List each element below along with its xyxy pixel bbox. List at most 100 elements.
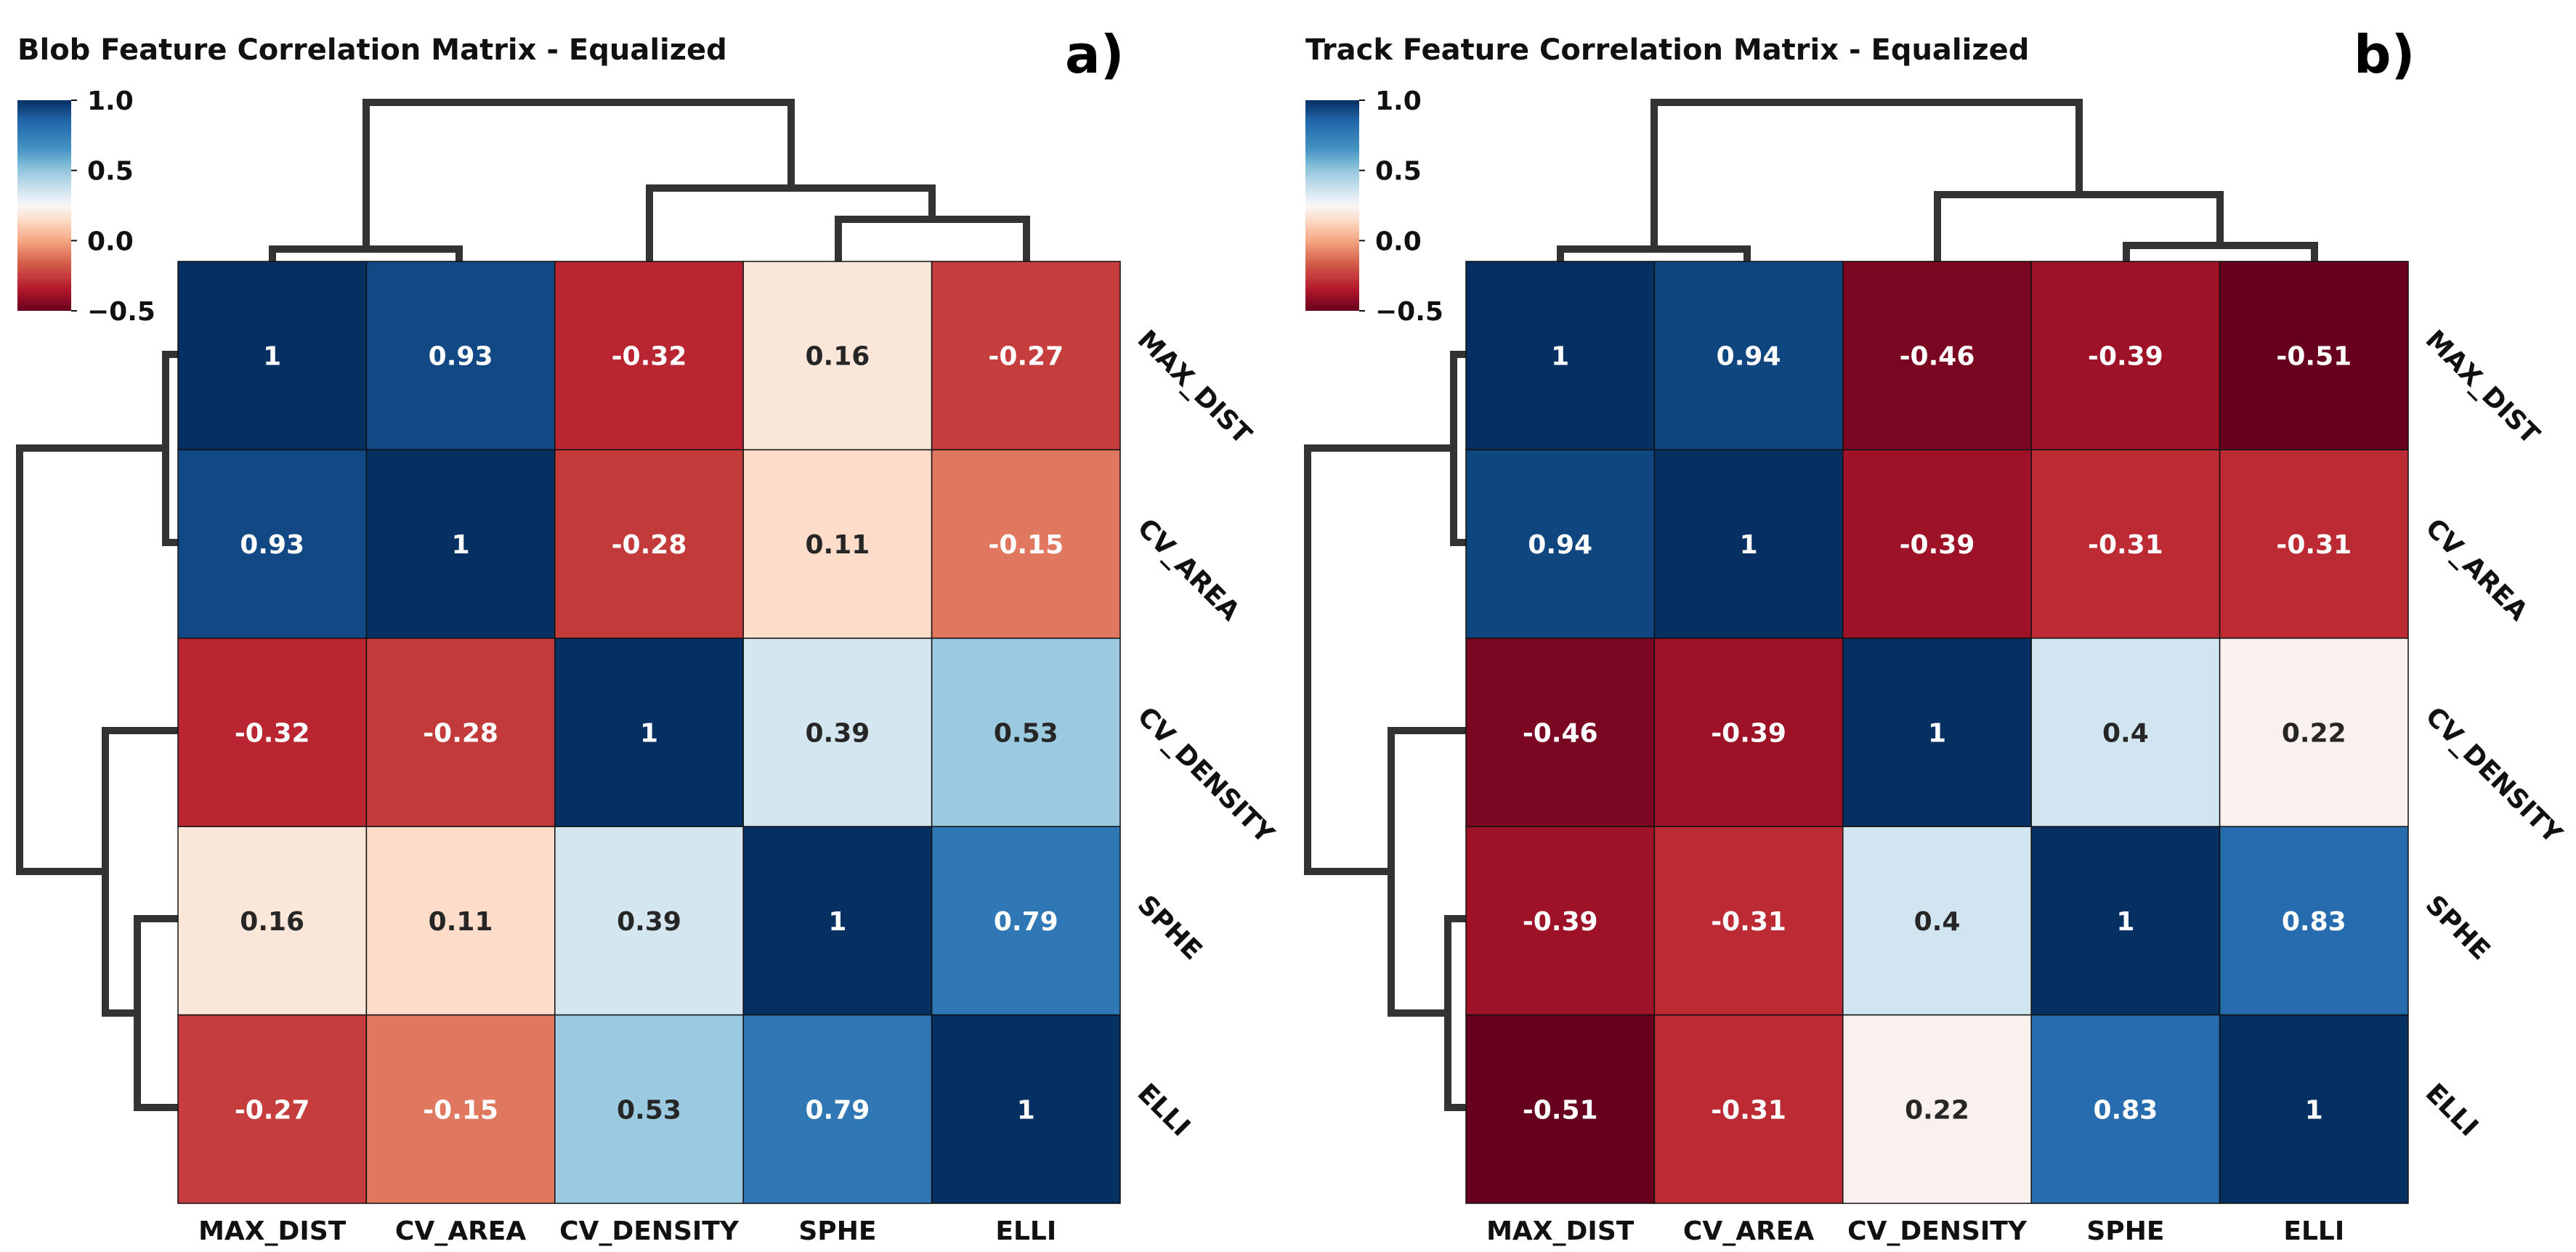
- colorbar-tick-label: 1.0: [1375, 86, 1422, 116]
- row-labels: MAX_DIST CV_AREA CV_DENSITY SPHE ELLI: [1132, 325, 1280, 1142]
- column-label-max-dist: MAX_DIST: [198, 1216, 347, 1246]
- colorbar-gradient: [1305, 100, 1359, 311]
- colorbar-tick-label: −0.5: [87, 297, 155, 327]
- heatmap-cell-cv-density-cv-area: [365, 638, 556, 827]
- column-labels: MAX_DIST CV_AREA CV_DENSITY SPHE ELLI: [198, 1216, 1056, 1246]
- row-labels: MAX_DIST CV_AREA CV_DENSITY SPHE ELLI: [2420, 325, 2568, 1142]
- heatmap-cell-cv-area-cv-density: [1842, 449, 2032, 639]
- column-dendrogram: [269, 99, 1030, 261]
- chart-title: Blob Feature Correlation Matrix - Equali…: [17, 33, 727, 67]
- cell-value-label: 0.94: [1528, 530, 1592, 560]
- cell-value-label: -0.39: [1523, 907, 1598, 937]
- cell-value-label: 1: [1928, 719, 1946, 749]
- heatmap-cell-max-dist-elli: [931, 261, 1121, 451]
- colorbar-tick-label: 0.0: [1375, 227, 1422, 256]
- heatmap-cell-elli-cv-density: [1842, 1014, 2032, 1204]
- heatmap-cell-cv-area-cv-area: [1653, 449, 1844, 639]
- panel-label: a): [1065, 24, 1125, 85]
- heatmap-cell-elli-max-dist: [177, 1014, 368, 1204]
- row-dendrogram: [1304, 351, 1466, 1111]
- heatmap-cell-sphe-cv-area: [1653, 826, 1844, 1016]
- column-label-cv-density: CV_DENSITY: [559, 1216, 740, 1246]
- colorbar-tick-label: 1.0: [87, 86, 134, 116]
- heatmap-cell-elli-cv-density: [554, 1014, 744, 1204]
- heatmap-cell-elli-max-dist: [1465, 1014, 1656, 1204]
- cell-value-label: -0.31: [1711, 907, 1786, 937]
- cell-value-label: 0.22: [2282, 719, 2346, 749]
- cell-value-label: -0.31: [2088, 530, 2163, 560]
- cell-value-label: 0.22: [1905, 1095, 1969, 1125]
- cell-value-label: 0.53: [994, 719, 1058, 749]
- heatmap: 1 0.93 -0.32 0.16 -0.27 0.93 1 -0.28 0.11 -0.15 -0…: [177, 261, 1121, 1204]
- heatmap-cell-cv-density-elli: [931, 638, 1121, 827]
- heatmap-cell-cv-density-elli: [2219, 638, 2409, 827]
- column-label-elli: ELLI: [995, 1216, 1056, 1246]
- column-label-elli: ELLI: [2283, 1216, 2344, 1246]
- cell-value-label: 0.53: [617, 1095, 681, 1125]
- cell-value-label: 0.94: [1717, 342, 1781, 372]
- cell-value-label: -0.27: [235, 1095, 310, 1125]
- cell-value-label: -0.32: [612, 342, 687, 372]
- row-label-elli: ELLI: [2420, 1078, 2484, 1142]
- heatmap-cell-elli-elli: [931, 1014, 1121, 1204]
- cell-value-label: 1: [1740, 530, 1758, 560]
- row-label-cv-density: CV_DENSITY: [1132, 702, 1280, 850]
- column-label-max-dist: MAX_DIST: [1486, 1216, 1635, 1246]
- column-label-cv-area: CV_AREA: [1683, 1216, 1814, 1246]
- heatmap-cell-cv-area-sphe: [2030, 449, 2221, 639]
- cell-value-label: 0.11: [805, 530, 870, 560]
- cell-value-label: 1: [1551, 342, 1569, 372]
- cell-value-label: -0.51: [1523, 1095, 1598, 1125]
- cell-value-label: 1: [1017, 1095, 1035, 1125]
- colorbar: 1.0 0.5 0.0 −0.5: [1305, 86, 1443, 327]
- cell-value-label: 1: [2116, 907, 2134, 937]
- heatmap-cell-cv-density-cv-density: [1842, 638, 2032, 827]
- cell-value-label: 0.79: [805, 1095, 870, 1125]
- cell-value-label: 0.4: [1914, 907, 1961, 937]
- cell-value-label: -0.39: [1900, 530, 1975, 560]
- row-label-elli: ELLI: [1132, 1078, 1196, 1142]
- row-label-cv-area: CV_AREA: [1132, 513, 1246, 627]
- heatmap-cell-max-dist-max-dist: [1465, 261, 1656, 451]
- cell-value-label: 0.93: [240, 530, 304, 560]
- heatmap-cell-cv-area-elli: [931, 449, 1121, 639]
- heatmap-cell-sphe-cv-density: [1842, 826, 2032, 1016]
- heatmap-cell-cv-area-cv-area: [365, 449, 556, 639]
- heatmap-cell-max-dist-max-dist: [177, 261, 368, 451]
- heatmap-cell-elli-cv-area: [1653, 1014, 1844, 1204]
- cell-value-label: 0.93: [429, 342, 493, 372]
- colorbar-tick-label: 0.5: [1375, 157, 1422, 187]
- cell-value-label: 0.16: [240, 907, 304, 937]
- cell-value-label: 0.11: [429, 907, 493, 937]
- row-dendrogram: [16, 351, 178, 1111]
- cell-value-label: -0.39: [2088, 342, 2163, 372]
- cell-value-label: 0.4: [2102, 719, 2149, 749]
- cell-value-label: 1: [640, 719, 658, 749]
- heatmap-cell-sphe-cv-area: [365, 826, 556, 1016]
- heatmap-cell-sphe-cv-density: [554, 826, 744, 1016]
- heatmap-cell-cv-area-elli: [2219, 449, 2409, 639]
- cell-value-label: -0.15: [423, 1095, 498, 1125]
- heatmap: 1 0.94 -0.46 -0.39 -0.51 0.94 1 -0.39 -0.31 -0.31…: [1465, 261, 2409, 1204]
- cell-value-label: 0.39: [617, 907, 681, 937]
- colorbar-tick-label: −0.5: [1375, 297, 1443, 327]
- colorbar-tick-label: 0.5: [87, 157, 134, 187]
- row-label-max-dist: MAX_DIST: [1132, 325, 1257, 450]
- cell-value-label: -0.39: [1711, 719, 1786, 749]
- track-correlation-panel: Track Feature Correlation Matrix - Equal…: [1304, 24, 2568, 1246]
- cell-value-label: 1: [452, 530, 470, 560]
- heatmap-cell-max-dist-sphe: [2030, 261, 2221, 451]
- column-dendrogram: [1557, 99, 2318, 261]
- row-label-sphe: SPHE: [2420, 890, 2496, 966]
- heatmap-cell-sphe-elli: [931, 826, 1121, 1016]
- heatmap-cell-cv-density-max-dist: [1465, 638, 1656, 827]
- heatmap-cell-max-dist-cv-density: [554, 261, 744, 451]
- heatmap-cell-max-dist-sphe: [742, 261, 933, 451]
- cell-value-label: -0.15: [988, 530, 1064, 560]
- cell-value-label: -0.51: [2276, 342, 2352, 372]
- panel-label: b): [2354, 24, 2415, 85]
- cell-value-label: 0.39: [805, 719, 870, 749]
- cell-value-label: -0.28: [423, 719, 498, 749]
- heatmap-cell-cv-density-cv-area: [1653, 638, 1844, 827]
